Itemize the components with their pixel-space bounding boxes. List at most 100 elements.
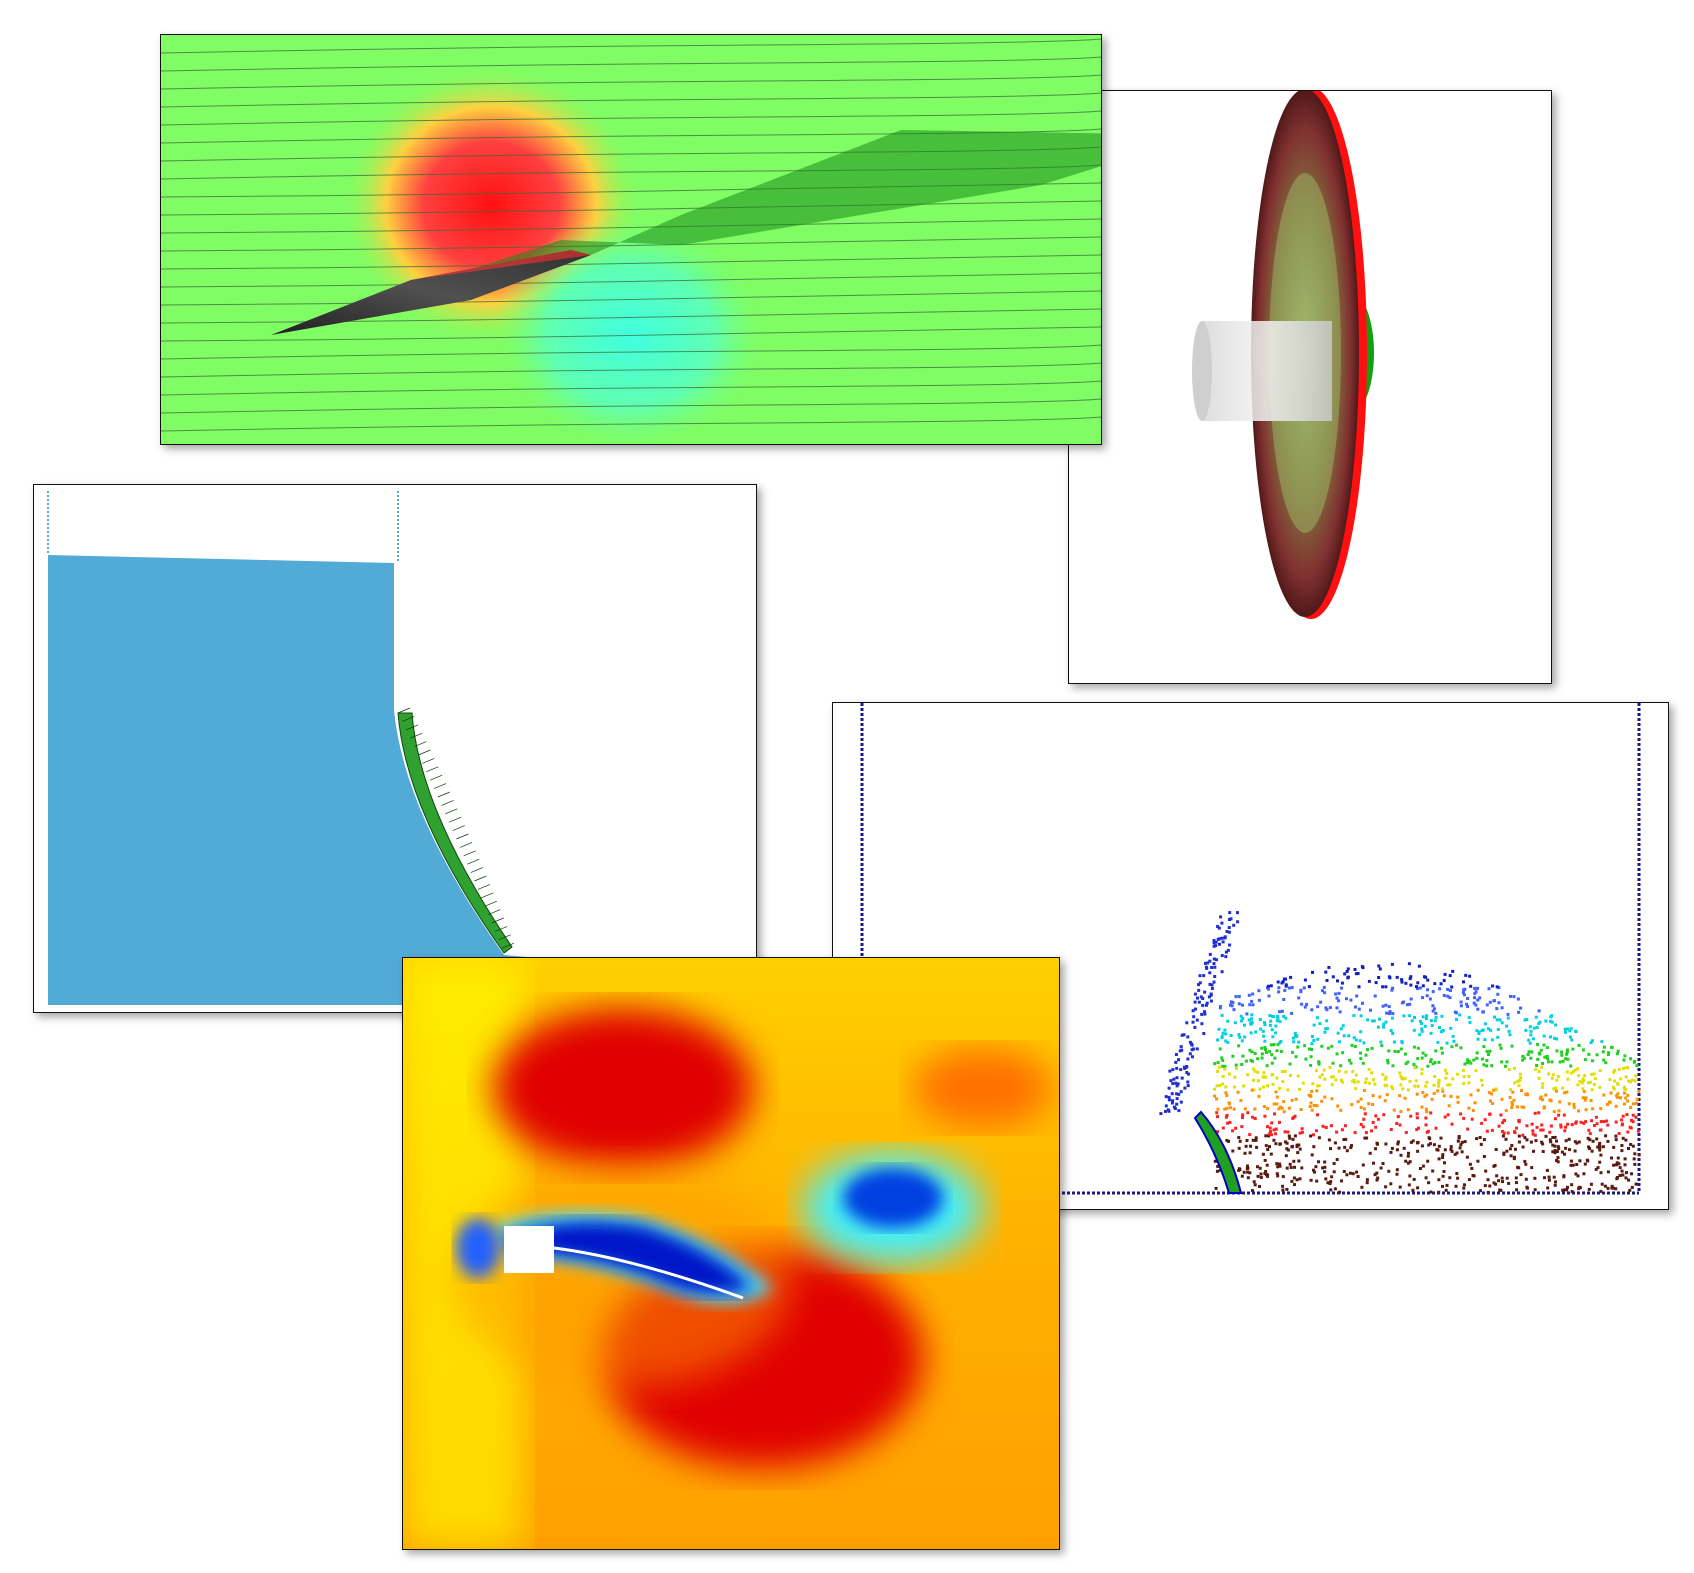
sph-particle (1581, 1087, 1585, 1091)
sph-particle (1552, 1110, 1556, 1114)
sph-particle (1420, 1144, 1424, 1148)
sph-particle (1540, 1065, 1544, 1069)
sph-particle (1359, 1014, 1363, 1018)
sph-particle (1389, 1029, 1393, 1032)
sph-particle (1438, 987, 1442, 991)
sph-particle (1378, 1095, 1382, 1099)
sph-particle (1170, 1101, 1174, 1105)
sph-particle (1281, 1175, 1285, 1179)
sph-particle (1497, 1179, 1501, 1183)
sph-particle (1334, 1078, 1338, 1082)
sph-particle (1589, 1099, 1593, 1103)
gate-cell-line (401, 716, 415, 722)
sph-particle (1553, 1036, 1556, 1040)
sph-particle (1409, 975, 1413, 979)
sph-particle (1347, 1058, 1351, 1062)
sph-particle (1215, 1111, 1219, 1115)
sph-particle (1497, 1001, 1501, 1005)
sph-particle (1286, 1088, 1290, 1092)
sph-particle (1549, 1019, 1553, 1023)
sph-particle (1387, 1005, 1391, 1009)
sph-particle (1441, 1174, 1445, 1178)
gate-cell-line (501, 942, 515, 949)
sph-particle (1307, 1047, 1311, 1051)
sph-particle (1628, 1188, 1632, 1192)
sph-particle (1209, 993, 1213, 997)
sph-particle (1271, 1035, 1275, 1039)
sph-particle (1455, 1043, 1458, 1047)
gate-cell-line (498, 934, 511, 941)
sph-particle (1473, 1101, 1477, 1105)
sph-particle (1281, 980, 1285, 984)
sph-particle (1286, 1130, 1290, 1134)
sph-particle (1229, 1003, 1232, 1007)
sph-particle (1478, 996, 1482, 1000)
sph-particle (1208, 971, 1212, 975)
sph-particle (1287, 1106, 1291, 1110)
sph-particle (1290, 1011, 1294, 1015)
sph-particle (1399, 1110, 1403, 1114)
sph-particle (1623, 1091, 1626, 1095)
sph-particle (1400, 1076, 1404, 1080)
sph-particle (1300, 1002, 1304, 1006)
sph-particle (1426, 1064, 1430, 1068)
sph-particle (1420, 1067, 1424, 1071)
sph-particle (1252, 1088, 1256, 1092)
sph-particle (1180, 1048, 1184, 1052)
sph-particle (1275, 1095, 1279, 1099)
gate-cell-line (459, 842, 473, 848)
sph-particle (1506, 1016, 1510, 1020)
sph-particle (1598, 1148, 1602, 1152)
sph-particle (1500, 1097, 1504, 1101)
sph-particle (1469, 1093, 1473, 1097)
sph-particle (1606, 1186, 1610, 1190)
sph-particle (1577, 1187, 1581, 1191)
sph-particle (1347, 1034, 1351, 1038)
sph-particle (1337, 1040, 1341, 1044)
sph-particle (1416, 1057, 1420, 1061)
sph-particle (1326, 1181, 1330, 1185)
sph-particle (1216, 1107, 1220, 1111)
sph-particle (1208, 952, 1212, 956)
sph-particle (1174, 1060, 1178, 1064)
sph-particle (1634, 1074, 1638, 1078)
sph-particle (1529, 1056, 1533, 1060)
sph-particle (1395, 1172, 1399, 1176)
sph-particle (1424, 1084, 1428, 1088)
sph-particle (1559, 1123, 1563, 1127)
sph-particle (1420, 1056, 1424, 1060)
sph-particle (1450, 1122, 1454, 1126)
sph-particle (1198, 974, 1202, 978)
sph-particle (1237, 1002, 1241, 1006)
sph-particle (1441, 1029, 1445, 1032)
sph-particle (1590, 1072, 1594, 1076)
sph-particle (1364, 1081, 1367, 1084)
sph-particle (1398, 1123, 1402, 1127)
sph-particle (1482, 1045, 1486, 1049)
sph-particle (1591, 1139, 1595, 1143)
sph-particle (1284, 983, 1288, 987)
sph-particle (1576, 1067, 1580, 1071)
sph-particle (1335, 1130, 1339, 1134)
sph-particle (1171, 1099, 1175, 1103)
sph-particle (1482, 1063, 1486, 1067)
streamline (161, 398, 1101, 414)
sph-particle (1311, 1082, 1315, 1086)
sph-particle (1159, 1112, 1163, 1116)
sph-particle (1415, 1128, 1419, 1132)
sph-particle (1303, 1005, 1307, 1009)
sph-particle (1175, 1097, 1179, 1101)
sph-particle (1285, 1141, 1289, 1145)
sph-particle (1497, 1124, 1501, 1128)
sph-particle (1492, 1164, 1496, 1168)
sph-particle (1383, 1077, 1387, 1081)
sph-particle (1468, 1021, 1472, 1024)
gate-cell-line (488, 909, 501, 915)
sph-particle (1389, 1150, 1393, 1154)
sph-particle (1257, 989, 1261, 993)
sph-particle (1433, 982, 1437, 986)
sph-particle (1392, 1108, 1396, 1112)
sph-particle (1314, 1165, 1318, 1169)
gate-cell-line (426, 766, 439, 773)
sph-particle (1391, 1087, 1395, 1091)
